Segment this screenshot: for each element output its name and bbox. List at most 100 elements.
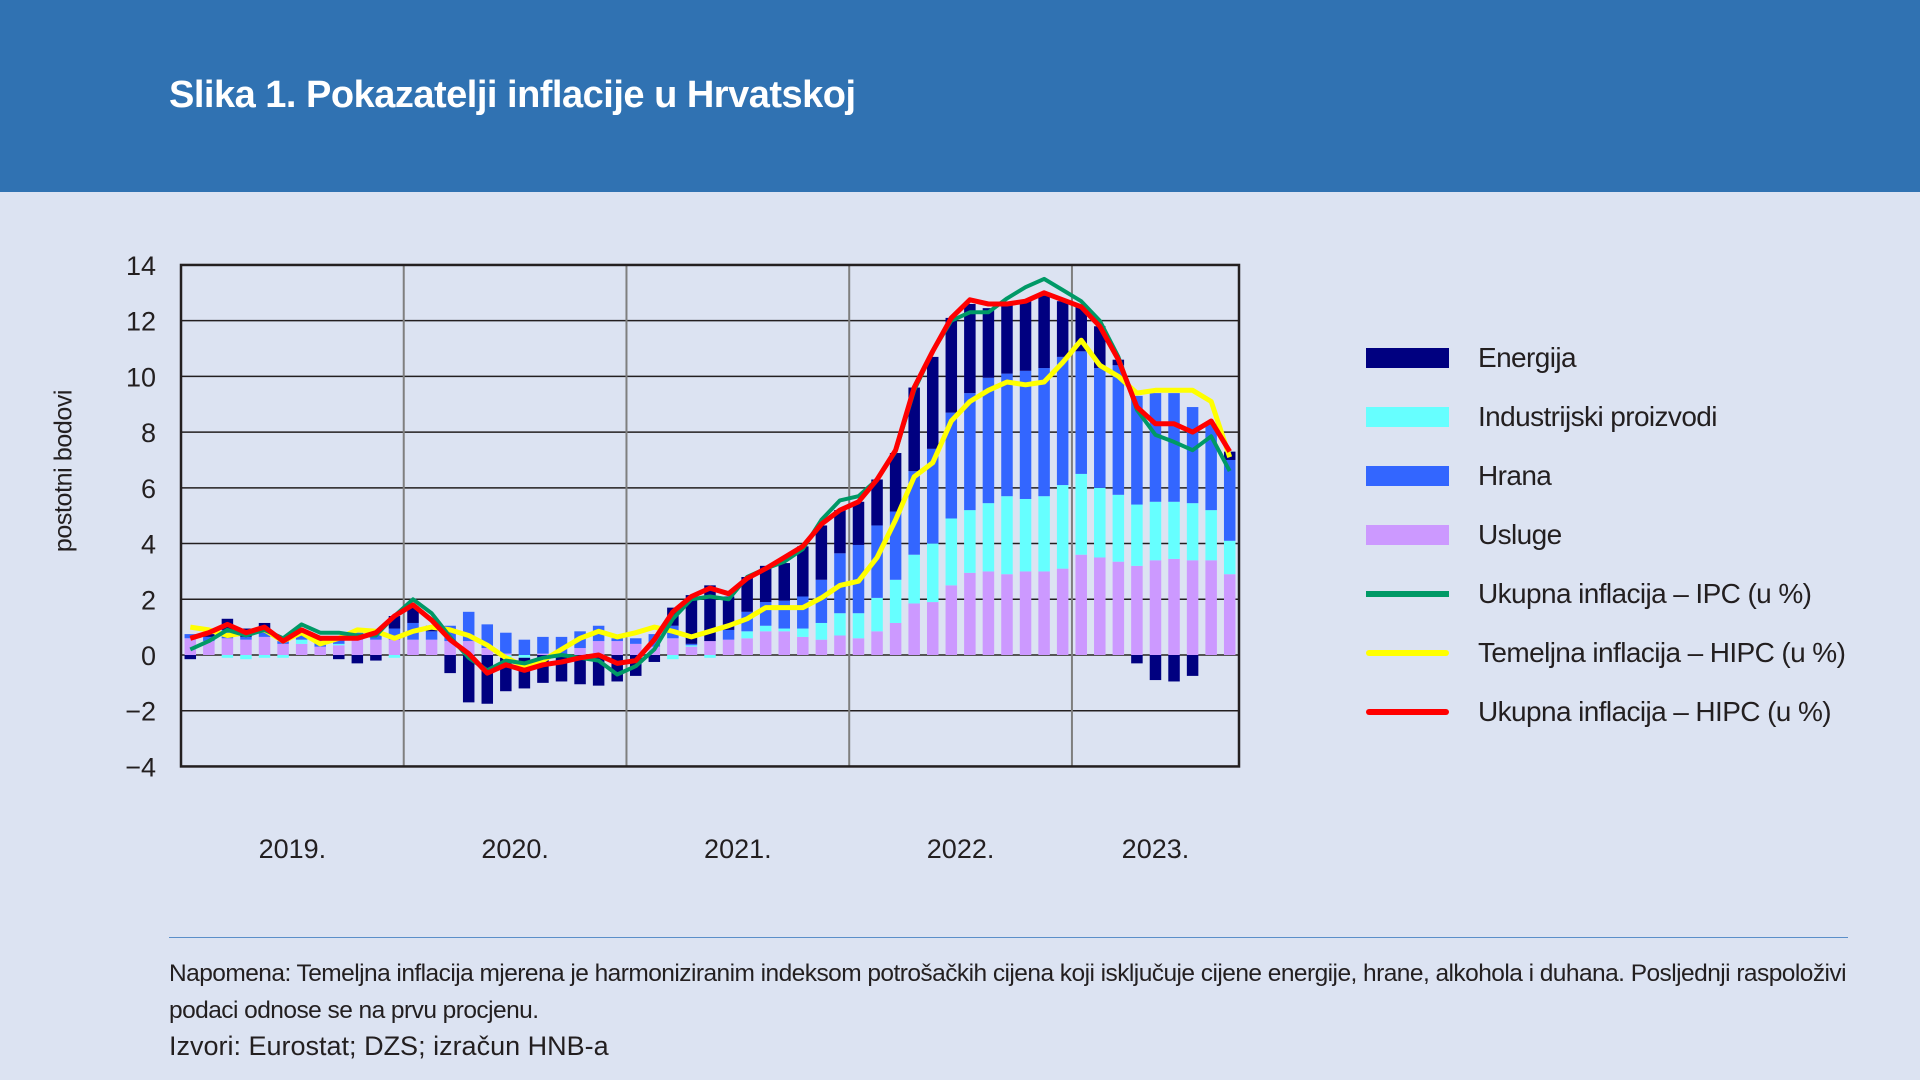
bar-industrijski [1056, 485, 1069, 569]
bar-energija [203, 634, 215, 637]
bar-energija [555, 655, 568, 682]
bar-energija [945, 317, 958, 413]
bar-hrana [926, 448, 939, 544]
bar-industrijski [277, 655, 289, 658]
bar-industrijski [908, 554, 920, 604]
bar-energija [685, 595, 698, 644]
bar-energija [871, 479, 883, 526]
bar-usluge [221, 638, 234, 655]
bar-industrijski [333, 643, 345, 646]
bar-energija [518, 657, 531, 689]
bar-industrijski [240, 655, 252, 660]
axes: 14 12 10 8 6 4 2 0 −2 −4 2019. 2020. 2021. 2022. 2023. [125, 251, 1241, 864]
y-tick-label: 4 [141, 530, 156, 560]
bar-hrana [444, 625, 456, 642]
bar-industrijski [1149, 501, 1162, 561]
y-tick-label: 8 [141, 418, 156, 448]
header-band: Slika 1. Pokazatelji inflacije u Hrvatsk… [0, 0, 1920, 192]
bar-usluge [537, 653, 549, 655]
bar-usluge [1168, 558, 1180, 655]
bar-industrijski [741, 631, 753, 639]
bar-industrijski [889, 579, 902, 623]
bar-energija [797, 546, 809, 597]
bar-industrijski [1205, 510, 1217, 561]
bar-usluge [258, 636, 271, 655]
bar-energija [1038, 295, 1050, 369]
bar-industrijski [871, 597, 883, 632]
bar-industrijski [982, 503, 995, 572]
bar-energija [1186, 655, 1199, 676]
y-tick-label: 10 [126, 362, 156, 392]
bar-energija [407, 606, 419, 623]
bar-energija [722, 596, 735, 630]
bar-energija [611, 655, 623, 682]
y-tick-label: 2 [141, 585, 156, 615]
bar-usluge [1075, 554, 1087, 655]
bar-hrana [1205, 423, 1217, 511]
bar-hrana [1056, 356, 1069, 486]
bar-hrana [1001, 373, 1013, 497]
bar-energija [462, 655, 475, 703]
bar-industrijski [1019, 498, 1032, 572]
legend-swatch-temeljna [1366, 649, 1449, 656]
bar-industrijski [852, 613, 865, 639]
bar-usluge [407, 639, 419, 655]
y-tick-label: 6 [141, 474, 156, 504]
bar-usluge [1223, 574, 1236, 655]
bar-usluge [852, 638, 865, 655]
bar-hrana [741, 611, 753, 632]
bar-energija [778, 563, 790, 601]
bar-usluge [982, 571, 995, 655]
bar-hrana [537, 636, 549, 654]
bar-energija [648, 655, 661, 662]
bar-usluge [1056, 568, 1069, 655]
bar-hrana [685, 643, 698, 646]
line-temeljna [189, 337, 1233, 669]
bar-usluge [277, 643, 289, 655]
legend-label: Temeljna inflacija – HIPC (u %) [1478, 636, 1846, 668]
bar-energija [815, 525, 828, 580]
bar-industrijski [1075, 473, 1087, 555]
bar-hrana [611, 638, 623, 642]
legend-swatch-industrijski [1366, 406, 1449, 427]
bar-energija [537, 655, 549, 683]
bar-industrijski [1038, 496, 1050, 572]
bar-hrana [1149, 393, 1162, 502]
footnote: Napomena: Temeljna inflacija mjerena je … [169, 960, 1847, 1024]
bar-industrijski [667, 655, 679, 660]
line-hipc [189, 290, 1232, 676]
bar-hrana [500, 632, 512, 654]
legend-label: Hrana [1478, 459, 1552, 491]
bar-usluge [1094, 557, 1106, 655]
bar-industrijski [1112, 494, 1125, 562]
bar-usluge [184, 638, 197, 655]
bar-usluge [240, 639, 252, 655]
bar-hrana [797, 596, 809, 629]
legend-label: Industrijski proizvodi [1478, 400, 1718, 432]
bar-usluge [871, 631, 883, 655]
sources: Izvori: Eurostat; DZS; izračun HNB-a [169, 1031, 609, 1061]
bar-hrana [258, 629, 271, 637]
bar-hrana [1223, 459, 1236, 541]
bar-energija [351, 655, 364, 664]
bar-energija [741, 576, 753, 612]
bar-energija [1019, 301, 1032, 371]
bar-usluge [722, 639, 735, 655]
bar-hrana [1186, 407, 1199, 504]
bar-usluge [333, 645, 345, 655]
bar-usluge [1019, 571, 1032, 655]
bar-usluge [834, 635, 846, 655]
bar-energija [370, 655, 382, 661]
bar-hrana [481, 624, 494, 649]
bar-industrijski [964, 510, 976, 573]
bar-energija [574, 655, 586, 685]
legend-label: Ukupna inflacija – IPC (u %) [1478, 577, 1812, 609]
bar-industrijski [388, 655, 401, 658]
bar-hrana [425, 631, 438, 640]
bar-energija [889, 453, 902, 512]
bar-hrana [1094, 368, 1106, 488]
bar-usluge [797, 636, 809, 655]
bar-energija [1075, 306, 1087, 352]
bar-hrana [1112, 365, 1125, 495]
bar-industrijski [295, 639, 308, 644]
